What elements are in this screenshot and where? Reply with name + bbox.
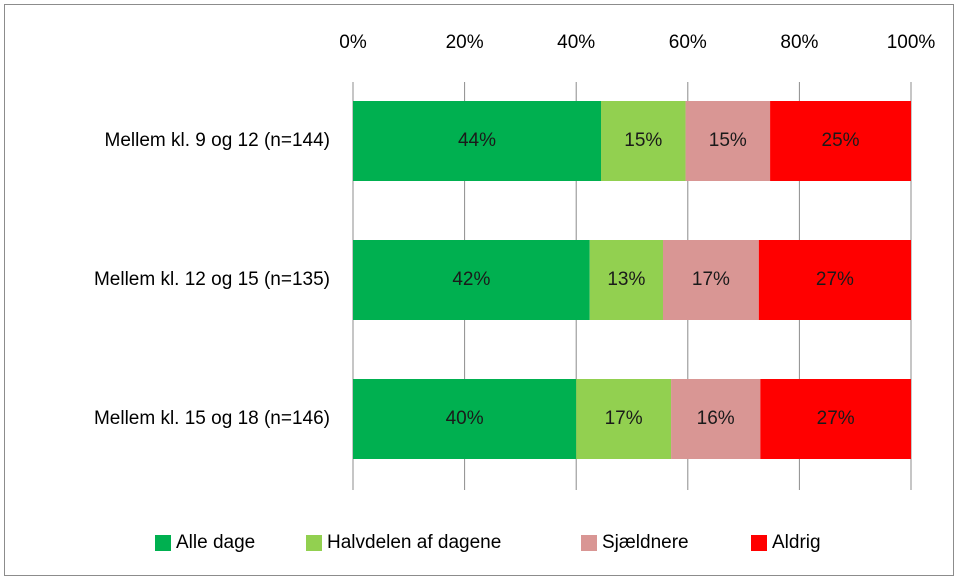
legend-swatch xyxy=(581,535,597,551)
data-label: 15% xyxy=(709,130,747,151)
x-tick-label: 40% xyxy=(557,32,595,53)
data-label: 16% xyxy=(697,408,735,429)
legend-label: Aldrig xyxy=(772,532,821,553)
data-label: 27% xyxy=(816,269,854,290)
data-label: 17% xyxy=(605,408,643,429)
bar-segment xyxy=(353,101,601,181)
data-label: 44% xyxy=(458,130,496,151)
legend-label: Alle dage xyxy=(176,532,255,553)
data-label: 13% xyxy=(607,269,645,290)
category-labels: Mellem kl. 9 og 12 (n=144) Mellem kl. 12 … xyxy=(94,130,330,429)
x-tick-label: 20% xyxy=(446,32,484,53)
x-tick-label: 60% xyxy=(669,32,707,53)
x-tick-label: 80% xyxy=(780,32,818,53)
category-label: Mellem kl. 12 og 15 (n=135) xyxy=(94,269,330,290)
data-label: 27% xyxy=(817,408,855,429)
bar-segment xyxy=(685,101,771,181)
data-label: 25% xyxy=(822,130,860,151)
bar-segment xyxy=(671,379,761,459)
bar-segment xyxy=(758,240,911,320)
x-tick-label: 100% xyxy=(887,32,936,53)
legend: Alle dage Halvdelen af dagene Sjældnere Ald… xyxy=(155,532,821,553)
data-label: 15% xyxy=(624,130,662,151)
legend-label: Sjældnere xyxy=(602,532,689,553)
data-label: 40% xyxy=(446,408,484,429)
bar-segment xyxy=(601,101,686,181)
data-labels: 44% 15% 15% 25% 42% 13% 17% 27% 40% 17% 16% 27% xyxy=(446,130,860,429)
bar-segment xyxy=(760,379,911,459)
bar-segment xyxy=(663,240,759,320)
bar-segment xyxy=(589,240,663,320)
bar-segment xyxy=(353,379,577,459)
category-label: Mellem kl. 15 og 18 (n=146) xyxy=(94,408,330,429)
legend-swatch xyxy=(751,535,767,551)
data-label: 42% xyxy=(452,269,490,290)
data-label: 17% xyxy=(692,269,730,290)
x-axis-tick-labels: 0% 20% 40% 60% 80% 100% xyxy=(339,32,935,53)
bar-segment xyxy=(770,101,911,181)
legend-swatch xyxy=(306,535,322,551)
bar-segments xyxy=(353,101,911,459)
legend-swatch xyxy=(155,535,171,551)
bar-segment xyxy=(576,379,672,459)
category-label: Mellem kl. 9 og 12 (n=144) xyxy=(105,130,330,151)
x-tick-label: 0% xyxy=(339,32,367,53)
bar-segment xyxy=(353,240,590,320)
legend-label: Halvdelen af dagene xyxy=(327,532,501,553)
